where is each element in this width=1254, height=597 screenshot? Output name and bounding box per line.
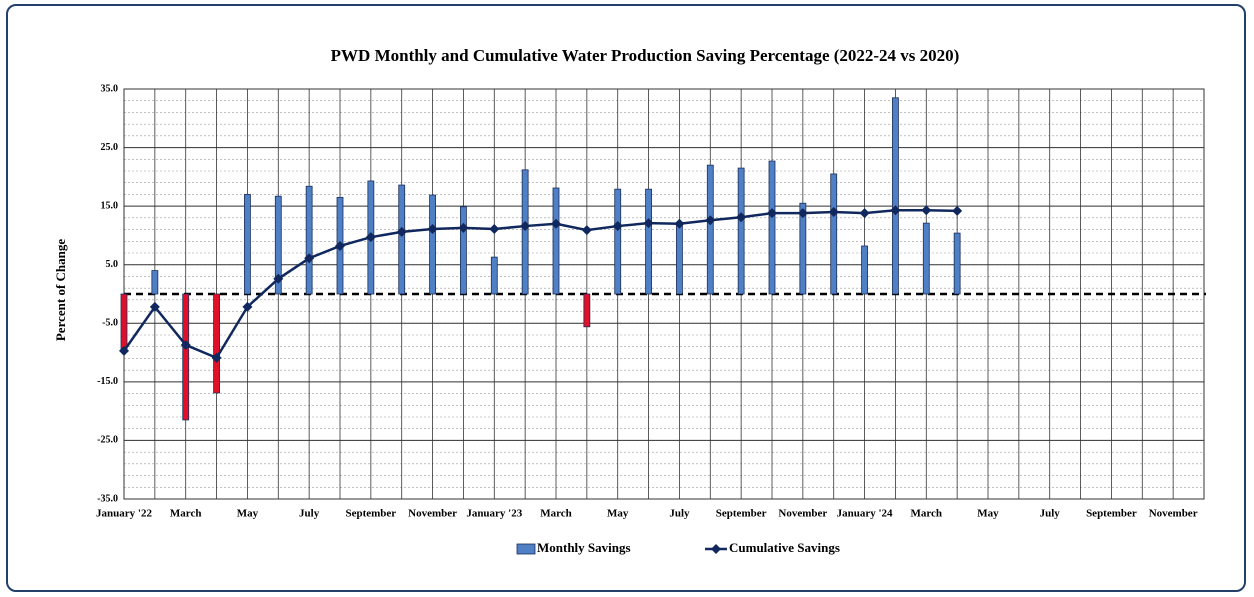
x-tick-label: May xyxy=(977,508,999,520)
legend-swatch xyxy=(516,543,536,555)
line-marker xyxy=(921,205,932,216)
bar xyxy=(120,293,128,352)
x-tick-label: July xyxy=(669,508,690,520)
line-marker xyxy=(767,208,777,219)
y-tick-label: -5.0 xyxy=(102,318,118,329)
y-tick-label: -25.0 xyxy=(97,435,118,446)
bar xyxy=(490,256,498,295)
bar xyxy=(922,222,930,295)
bar xyxy=(552,187,560,295)
x-tick-label: May xyxy=(607,508,629,520)
bar xyxy=(151,270,159,295)
legend-swatch-marker xyxy=(711,544,721,554)
line-marker xyxy=(458,222,469,233)
cumulative-line xyxy=(122,208,958,360)
line-marker xyxy=(396,226,407,237)
x-tick-label: September xyxy=(1086,508,1137,520)
line-marker xyxy=(180,339,191,350)
line-marker xyxy=(828,207,839,217)
bar xyxy=(305,185,313,295)
bar xyxy=(953,232,961,295)
line-marker xyxy=(612,221,623,232)
line-marker xyxy=(489,223,500,234)
line-marker xyxy=(427,223,438,234)
bar xyxy=(398,184,406,295)
line-marker xyxy=(365,232,376,243)
legend-label: Monthly Savings xyxy=(537,540,631,555)
bar xyxy=(244,194,251,295)
line-marker xyxy=(890,205,901,216)
line-marker xyxy=(736,212,747,223)
x-tick-label: November xyxy=(408,508,457,520)
x-tick-label: January '23 xyxy=(466,508,522,520)
bar xyxy=(645,188,652,295)
x-tick-label: March xyxy=(170,508,202,520)
y-axis-label: Percent of Change xyxy=(53,239,68,342)
line-marker xyxy=(242,301,253,312)
line-marker xyxy=(335,240,345,251)
line-marker xyxy=(520,221,531,232)
legend-label: Cumulative Savings xyxy=(729,540,840,555)
x-tick-label: March xyxy=(910,508,942,520)
x-tick-label: July xyxy=(1040,508,1061,520)
line-marker xyxy=(119,345,129,356)
bar xyxy=(892,97,899,295)
x-tick-label: November xyxy=(778,508,827,520)
x-tick-label: May xyxy=(237,508,259,520)
chart-title: PWD Monthly and Cumulative Water Product… xyxy=(331,46,960,65)
line-marker xyxy=(705,215,716,226)
x-tick-label: January '22 xyxy=(96,508,152,520)
line-marker xyxy=(581,225,592,236)
x-tick-label: January '24 xyxy=(837,508,893,520)
bar xyxy=(737,167,745,295)
y-tick-label: -15.0 xyxy=(97,376,118,387)
y-tick-label: 15.0 xyxy=(101,200,119,211)
y-tick-label: 25.0 xyxy=(101,142,119,153)
y-tick-label: 5.0 xyxy=(106,259,119,270)
bar xyxy=(460,206,467,295)
line-marker xyxy=(149,301,160,312)
x-tick-label: July xyxy=(299,508,320,520)
x-tick-label: March xyxy=(540,508,572,520)
bar xyxy=(614,188,622,295)
line-marker xyxy=(797,208,808,219)
bar xyxy=(768,160,776,295)
x-tick-label: September xyxy=(716,508,767,520)
line-marker xyxy=(304,253,315,264)
bar xyxy=(583,293,591,328)
bar xyxy=(182,293,190,421)
bar xyxy=(213,293,220,394)
line-marker xyxy=(273,273,284,284)
bar xyxy=(799,202,807,295)
bar xyxy=(429,194,436,295)
bar xyxy=(830,173,838,295)
y-tick-label: 35.0 xyxy=(101,83,119,94)
line-marker xyxy=(674,218,685,229)
line-marker xyxy=(551,218,561,229)
y-tick-label: -35.0 xyxy=(97,493,118,504)
bar xyxy=(861,245,868,295)
line-marker xyxy=(859,208,870,219)
line-marker xyxy=(952,205,963,216)
card-frame xyxy=(6,4,1246,592)
line-marker xyxy=(211,352,222,363)
x-tick-label: November xyxy=(1149,508,1198,520)
bar xyxy=(706,164,714,295)
bar xyxy=(676,223,683,295)
line-marker xyxy=(643,218,654,229)
x-tick-label: September xyxy=(345,508,396,520)
bar xyxy=(521,169,529,295)
bar xyxy=(274,195,282,295)
